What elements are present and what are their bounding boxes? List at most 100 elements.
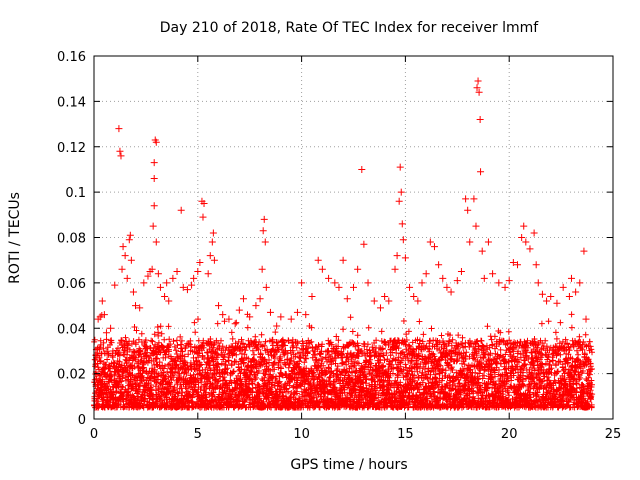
data-point	[582, 315, 590, 323]
data-point	[149, 222, 157, 230]
data-point	[252, 302, 260, 310]
data-point	[210, 256, 218, 264]
data-point	[235, 306, 243, 314]
data-point	[532, 261, 540, 269]
data-point	[129, 288, 137, 296]
x-tick-labels: 0 5 10 15 20 25	[90, 427, 621, 442]
data-point	[489, 270, 497, 278]
data-point	[350, 283, 357, 291]
data-point	[273, 322, 281, 330]
data-point	[115, 125, 123, 133]
data-point	[354, 265, 362, 273]
data-point	[358, 165, 366, 173]
x-tick-label: 10	[293, 427, 310, 442]
data-point	[509, 258, 517, 266]
data-point	[165, 297, 173, 305]
data-point	[169, 274, 177, 282]
data-point	[266, 308, 274, 316]
data-point	[439, 274, 447, 282]
data-point	[526, 245, 534, 253]
data-point	[435, 261, 443, 269]
data-point	[225, 315, 233, 323]
data-point	[547, 292, 555, 300]
data-point	[559, 283, 567, 291]
data-point	[140, 279, 148, 287]
data-point	[472, 222, 480, 230]
x-tick-label: 0	[90, 427, 98, 442]
data-point	[163, 279, 171, 287]
x-tick-label: 15	[397, 427, 414, 442]
y-tick-label: 0.1	[65, 186, 86, 201]
data-point	[100, 311, 108, 319]
data-point	[457, 268, 465, 276]
data-point	[148, 265, 156, 273]
data-point	[514, 261, 522, 269]
data-point	[293, 308, 301, 316]
data-point	[200, 199, 208, 207]
data-point	[246, 313, 254, 321]
data-point	[364, 279, 372, 287]
y-tick-label: 0.08	[57, 232, 86, 247]
data-point	[318, 265, 326, 273]
data-point	[475, 88, 483, 96]
data-point	[258, 265, 266, 273]
data-point	[530, 229, 538, 237]
data-point	[152, 138, 160, 146]
data-point	[132, 302, 140, 310]
data-point	[302, 311, 310, 319]
data-point	[102, 329, 110, 337]
data-point	[543, 297, 551, 305]
data-point	[396, 163, 404, 171]
data-point	[370, 297, 378, 305]
data-point	[98, 297, 106, 305]
data-point	[565, 292, 573, 300]
data-point	[194, 268, 202, 276]
data-point	[376, 304, 384, 312]
chart-title: Day 210 of 2018, Rate Of TEC Index for r…	[160, 20, 540, 36]
data-point	[239, 295, 247, 303]
data-point	[360, 240, 368, 248]
data-point	[325, 274, 333, 282]
data-point	[453, 277, 461, 285]
data-point	[231, 320, 239, 328]
y-tick-label: 0.16	[57, 50, 86, 65]
data-point	[505, 277, 513, 285]
data-point	[567, 274, 575, 282]
data-point	[478, 247, 486, 255]
data-point	[256, 295, 264, 303]
data-point	[476, 116, 484, 124]
data-point	[190, 274, 198, 282]
data-point	[474, 77, 482, 85]
data-point	[150, 159, 158, 167]
data-point	[277, 313, 285, 321]
data-point	[206, 252, 214, 260]
data-point	[572, 288, 580, 296]
data-point	[150, 202, 158, 210]
data-point	[126, 231, 134, 239]
data-point	[152, 238, 160, 246]
data-point	[385, 297, 393, 305]
data-point	[199, 213, 207, 221]
data-point	[477, 168, 485, 176]
x-tick-label: 25	[605, 427, 622, 442]
data-point	[414, 297, 422, 305]
data-point	[401, 254, 409, 262]
data-point	[127, 256, 135, 264]
data-point	[339, 256, 347, 264]
data-point	[395, 197, 403, 205]
axis-ticks	[93, 55, 614, 420]
data-point	[150, 175, 158, 183]
data-point	[586, 342, 594, 350]
y-axis-label: ROTI / TECUs	[7, 192, 23, 284]
data-point	[426, 238, 434, 246]
data-point	[262, 283, 270, 291]
data-point	[116, 147, 124, 155]
data-point	[144, 272, 152, 280]
data-point	[495, 279, 503, 287]
grid-lines	[94, 56, 613, 419]
data-point	[480, 274, 488, 282]
data-point	[204, 270, 212, 278]
data-point	[473, 84, 481, 92]
data-point	[462, 195, 470, 203]
data-point	[470, 195, 478, 203]
